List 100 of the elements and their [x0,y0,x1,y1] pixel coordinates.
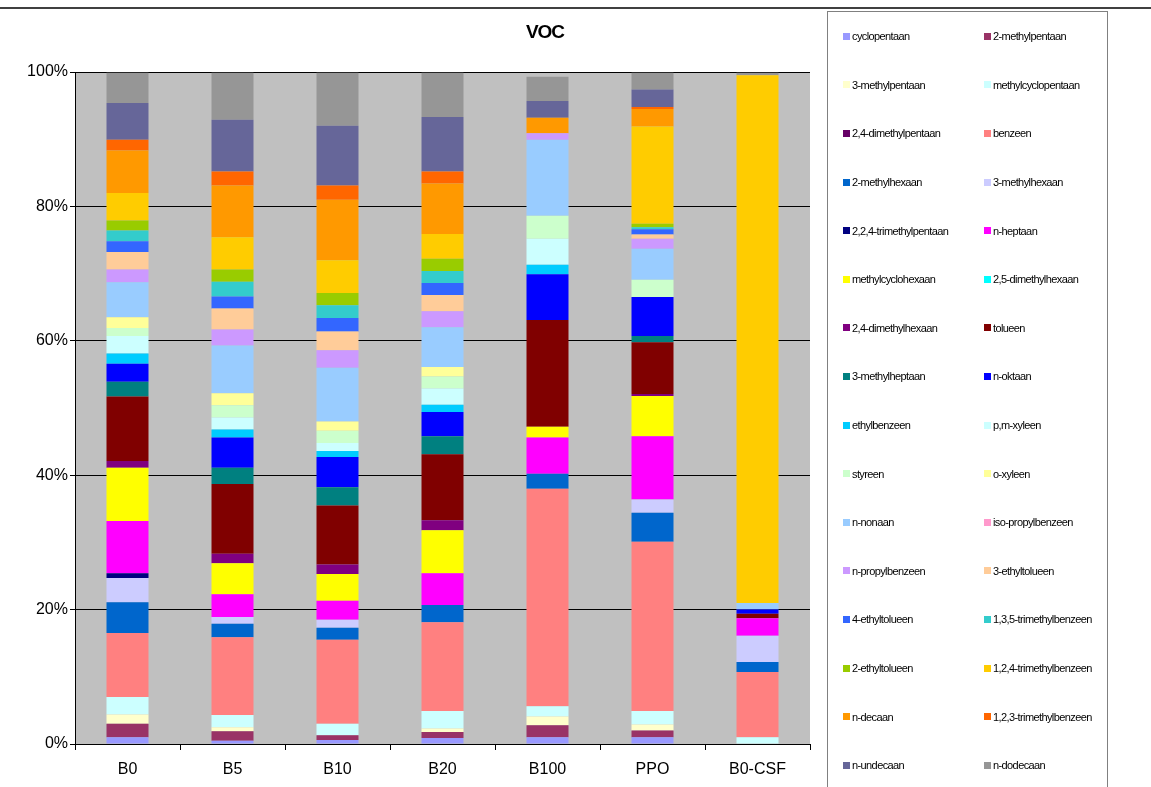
bar [631,342,674,394]
bar [106,102,149,140]
bar [211,237,254,270]
bar [211,727,254,732]
bar [736,635,779,663]
bar [631,229,674,235]
x-tick-label: B20 [428,760,457,778]
bar [211,437,254,468]
bar [211,296,254,309]
bar [631,126,674,224]
bar [421,711,464,729]
bar [316,564,359,574]
legend-label: n-undecaan [852,759,905,772]
bar [631,279,674,298]
bar [421,520,464,531]
legend-label: n-oktaan [993,370,1032,383]
bar [211,281,254,297]
bar [316,723,359,736]
legend-label: methylcyclohexaan [852,273,936,286]
bar [211,119,254,172]
bar [526,737,569,744]
bar [106,633,149,697]
legend-label: 2,2,4-trimethylpentaan [852,224,949,237]
bar [631,395,674,437]
bar [106,723,149,738]
bar [421,412,464,437]
bar [631,711,674,725]
bar [211,72,254,120]
bar [526,238,569,265]
bar [526,725,569,738]
legend-label: 3-methylheptaan [852,370,925,383]
bar [316,260,359,294]
bar [106,328,149,337]
y-tick-label: 80% [35,196,68,214]
bar [526,488,569,707]
bar [421,731,464,738]
bar [316,350,359,368]
bar [211,623,254,638]
bar [211,393,254,406]
chart-title: VOC [524,21,566,43]
legend-label: styreen [852,467,884,480]
bar [421,258,464,271]
legend-label: n-heptaan [993,224,1038,237]
x-tick-label: PPO [635,760,670,778]
bar [211,594,254,617]
bar [106,602,149,634]
bar [106,461,149,468]
bar [631,436,674,500]
bar [316,125,359,186]
bar [106,252,149,270]
bar [211,483,254,554]
bar [421,737,464,744]
bar [631,89,674,107]
legend-label: 1,2,4-trimethylbenzeen [993,662,1092,675]
bar [526,139,569,216]
bar [106,578,149,603]
bar [106,241,149,253]
bar [631,248,674,280]
legend-label: 1,2,3-trimethylbenzeen [993,710,1092,723]
legend-label: benzeen [993,127,1032,140]
x-tick-label: B10 [323,760,352,778]
bar [631,393,674,396]
bar [106,230,149,242]
bar [421,233,464,259]
bar [421,604,464,623]
y-tick-label: 0% [44,734,68,752]
bar [421,311,464,328]
legend-label: n-dodecaan [993,759,1046,772]
bar [316,735,359,740]
bar [106,192,149,221]
bar [316,317,359,332]
bar [421,404,464,413]
bar [421,436,464,455]
x-tick-label: B0 [117,760,138,778]
legend-label: 3-methylpentaan [852,78,925,91]
bar [736,618,779,636]
bar [316,421,359,431]
bar [106,396,149,462]
bar [421,117,464,172]
bar [421,388,464,405]
bar [211,269,254,282]
y-tick-label: 60% [35,331,68,349]
bar [316,619,359,628]
bar [316,639,359,724]
bar [211,405,254,418]
bar [316,627,359,640]
bar [526,716,569,726]
bar [421,622,464,712]
bar [526,706,569,717]
x-tick-label: B100 [528,760,567,778]
legend-label: 2-ethyltolueen [852,662,913,675]
bar [631,238,674,249]
legend-label: n-propylbenzeen [852,564,925,577]
bar [736,662,779,673]
bar [211,740,254,744]
bar [421,327,464,368]
bar [631,106,674,109]
bar [106,282,149,318]
bar [316,451,359,458]
bar [211,329,254,346]
